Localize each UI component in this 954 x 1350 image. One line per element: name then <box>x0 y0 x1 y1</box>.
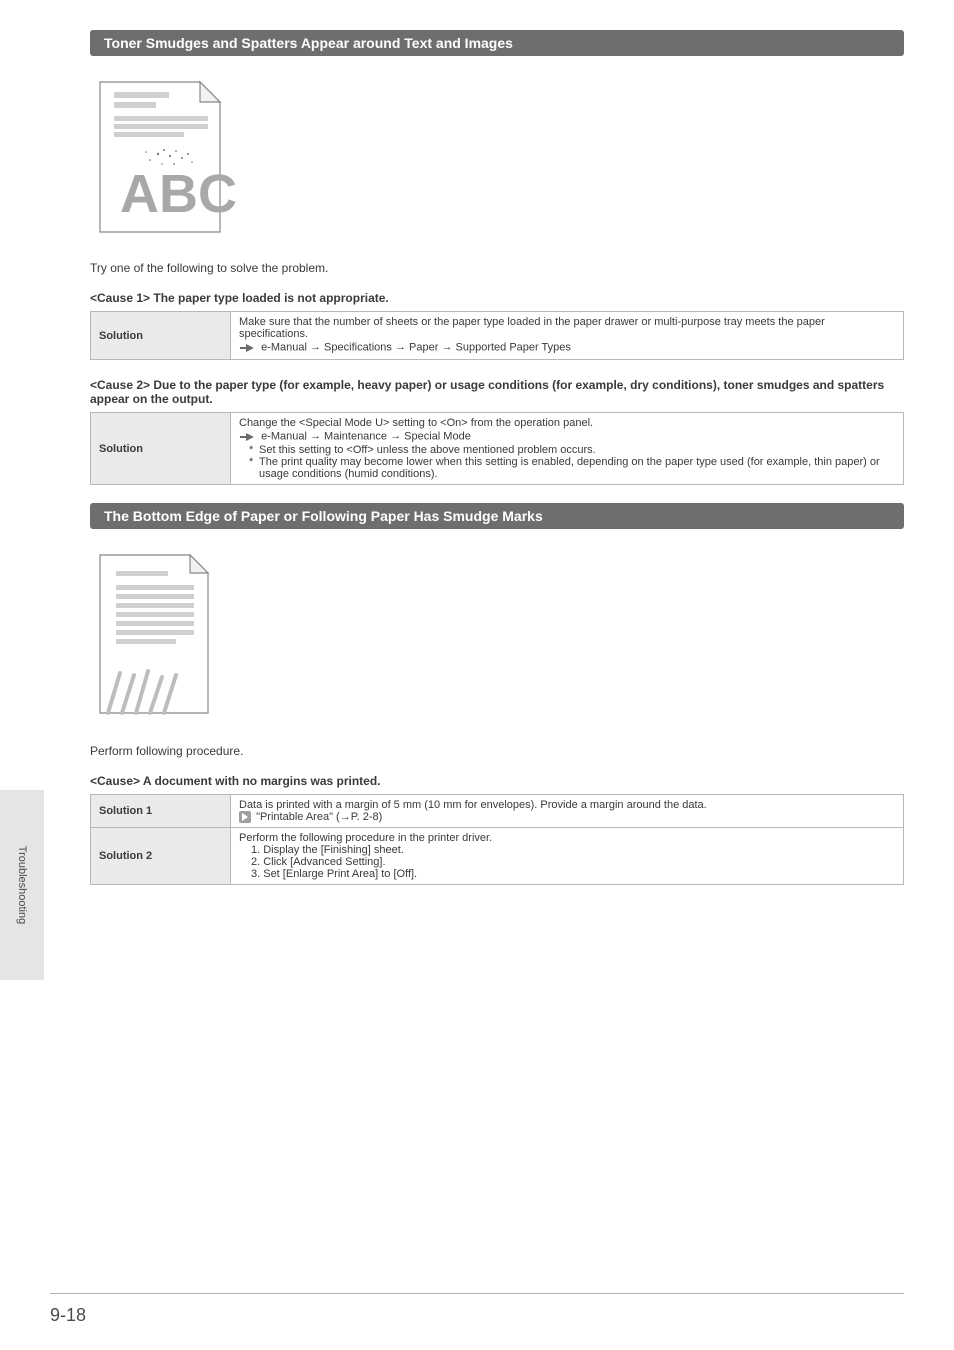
cause2-heading: <Cause 2> Due to the paper type (for exa… <box>90 378 904 406</box>
sol2-step2: 2. Click [Advanced Setting]. <box>251 856 895 868</box>
cause1-solution-label: Solution <box>91 312 231 360</box>
sol1-line2: "Printable Area" (→P. 2-8) <box>239 811 895 823</box>
cause2-bullets: Set this setting to <Off> unless the abo… <box>239 444 895 480</box>
sol2-step3: 3. Set [Enlarge Print Area] to [Off]. <box>251 868 895 880</box>
section2-table: Solution 1 Data is printed with a margin… <box>90 794 904 885</box>
arrow-icon: → <box>441 341 452 353</box>
path-part: e-Manual <box>261 430 307 442</box>
arrow-icon: → <box>310 341 321 353</box>
path-part: Supported Paper Types <box>456 341 571 353</box>
cause-heading-2: <Cause> A document with no margins was p… <box>90 774 904 788</box>
cause1-solution-cell: Make sure that the number of sheets or t… <box>231 312 904 360</box>
cause1-table: Solution Make sure that the number of sh… <box>90 311 904 360</box>
caret-icon <box>239 811 251 823</box>
path-part: Specifications <box>324 341 392 353</box>
cause2-bullet1: Set this setting to <Off> unless the abo… <box>249 444 895 456</box>
side-tab: Troubleshooting <box>0 790 44 980</box>
side-tab-label: Troubleshooting <box>16 846 28 924</box>
path-part: Maintenance <box>324 430 387 442</box>
path-part: Paper <box>409 341 438 353</box>
arrow-icon: → <box>395 341 406 353</box>
illustration-abc-smudge: ABC <box>90 72 904 247</box>
cause2-solution-label: Solution <box>91 413 231 485</box>
arrow-icon: → <box>340 811 351 823</box>
sol1-link-prefix: "Printable Area" ( <box>256 811 340 823</box>
page-number: 9-18 <box>50 1305 86 1326</box>
sol1-link-suffix: P. 2-8) <box>351 811 383 823</box>
illustration-bottom-smudge <box>90 545 904 730</box>
path-part: Special Mode <box>404 430 471 442</box>
svg-text:ABC: ABC <box>120 164 237 224</box>
sol2-line1: Perform the following procedure in the p… <box>239 832 895 844</box>
cause2-table: Solution Change the <Special Mode U> set… <box>90 412 904 485</box>
sol2-label: Solution 2 <box>91 828 231 885</box>
arrow-icon: → <box>390 430 401 442</box>
arrow-icon: → <box>310 430 321 442</box>
cause2-solution-cell: Change the <Special Mode U> setting to <… <box>231 413 904 485</box>
sol1-line1: Data is printed with a margin of 5 mm (1… <box>239 799 895 811</box>
cause1-line1: Make sure that the number of sheets or t… <box>239 316 895 340</box>
cause2-line1: Change the <Special Mode U> setting to <… <box>239 417 895 429</box>
intro-text-1: Try one of the following to solve the pr… <box>90 261 904 275</box>
cause2-bullet2: The print quality may become lower when … <box>249 456 895 480</box>
cause2-line2: e-Manual → Maintenance → Special Mode <box>239 429 895 444</box>
path-part: e-Manual <box>261 341 307 353</box>
footer-rule <box>50 1293 904 1294</box>
sol2-step1: 1. Display the [Finishing] sheet. <box>251 844 895 856</box>
section-header-smudges: Toner Smudges and Spatters Appear around… <box>90 30 904 56</box>
hand-icon <box>239 429 255 444</box>
cause1-heading: <Cause 1> The paper type loaded is not a… <box>90 291 904 305</box>
section-header-bottom-edge: The Bottom Edge of Paper or Following Pa… <box>90 503 904 529</box>
hand-icon <box>239 340 255 355</box>
sol1-label: Solution 1 <box>91 795 231 828</box>
cause1-line2: e-Manual → Specifications → Paper → Supp… <box>239 340 895 355</box>
sol1-cell: Data is printed with a margin of 5 mm (1… <box>231 795 904 828</box>
intro-text-2: Perform following procedure. <box>90 744 904 758</box>
sol2-cell: Perform the following procedure in the p… <box>231 828 904 885</box>
